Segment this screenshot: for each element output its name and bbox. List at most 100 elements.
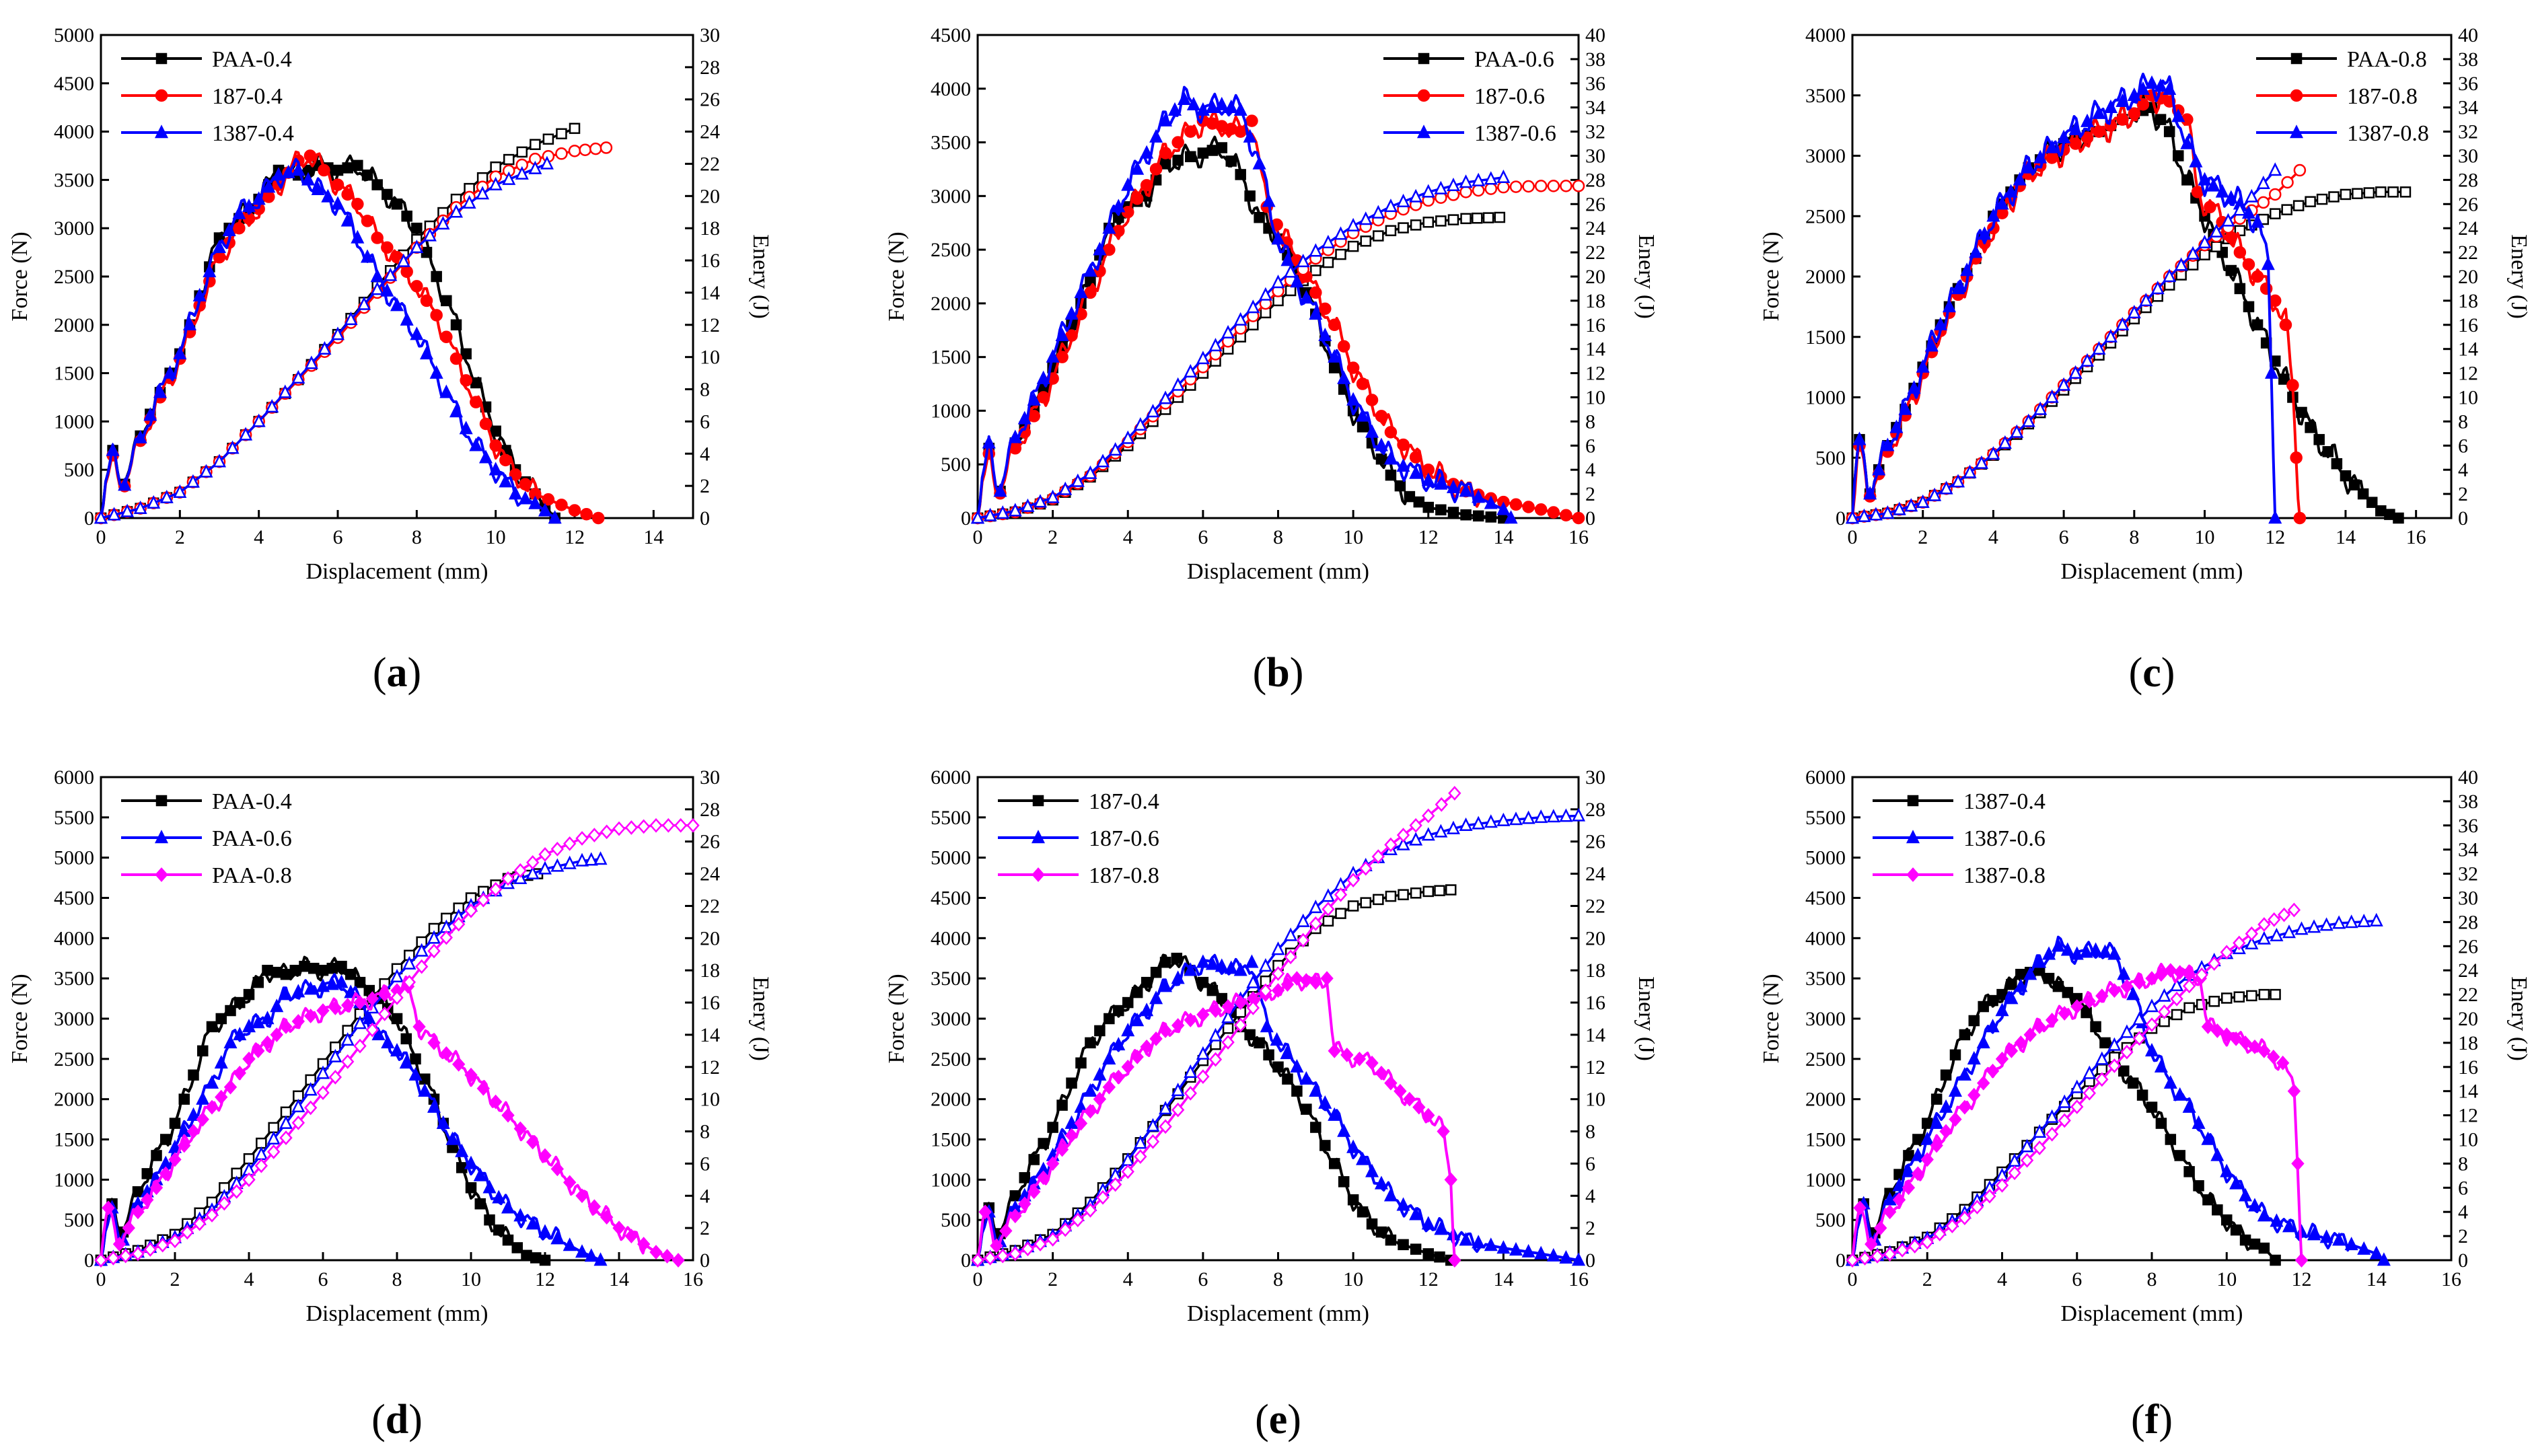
force-line (1851, 94, 2399, 519)
y-axis-title: Force (N) (7, 974, 32, 1063)
data-point-marker (2132, 1011, 2146, 1025)
y2-tick-label: 0 (2458, 507, 2468, 530)
data-point-marker (380, 283, 394, 297)
data-point-marker (508, 486, 523, 500)
data-point-marker (2004, 990, 2019, 1005)
y2-tick-label: 8 (2458, 410, 2468, 433)
data-point-marker (1482, 212, 1494, 223)
data-point-marker (1986, 208, 2000, 222)
data-point-marker (479, 417, 493, 431)
data-point-marker (1883, 1247, 1897, 1262)
data-point-marker (390, 297, 404, 312)
data-point-marker (528, 160, 542, 174)
data-point-marker (1280, 977, 1295, 992)
data-point-marker (1335, 248, 1346, 260)
y-tick-label: 2000 (931, 1089, 971, 1111)
data-point-marker (1113, 1005, 1124, 1017)
y-tick-label: 6000 (54, 766, 94, 789)
data-point-marker (330, 326, 345, 340)
data-point-marker (1221, 1009, 1235, 1023)
data-point-marker (390, 990, 404, 1005)
data-point-marker (1371, 849, 1385, 864)
y2-tick-label: 20 (700, 927, 720, 949)
x-tick-label: 8 (2129, 526, 2139, 548)
force-line (100, 955, 546, 1262)
data-point-marker (120, 503, 135, 517)
data-point-marker (2290, 52, 2303, 65)
data-point-marker (1184, 1013, 1197, 1027)
data-point-marker (2173, 150, 2184, 161)
data-point-marker (1998, 435, 2012, 449)
data-point-marker (660, 1249, 674, 1264)
data-point-marker (254, 1158, 268, 1173)
data-point-marker (2289, 124, 2304, 139)
y-tick-label: 1000 (54, 410, 94, 433)
data-point-marker (382, 188, 393, 201)
data-point-marker (2181, 174, 2193, 186)
data-point-marker (1196, 1069, 1210, 1085)
y-tick-label: 5000 (54, 24, 94, 46)
data-point-marker (1244, 190, 1256, 202)
data-point-marker (1244, 1029, 1256, 1041)
data-point-marker (1252, 155, 1266, 170)
y-tick-label: 500 (941, 1209, 971, 1231)
legend-label: 187-0.6 (1089, 826, 1159, 851)
data-point-marker (1121, 1164, 1134, 1179)
data-point-marker (1146, 1134, 1160, 1149)
data-point-marker (1233, 962, 1247, 976)
data-point-marker (279, 1019, 293, 1034)
data-point-marker (418, 1083, 432, 1097)
data-point-marker (2204, 201, 2216, 214)
data-point-marker (462, 194, 476, 209)
data-point-marker (2180, 135, 2194, 149)
data-point-marker (2020, 1138, 2034, 1153)
data-point-marker (414, 959, 429, 974)
data-point-marker (1260, 1019, 1274, 1033)
data-point-marker (2268, 294, 2282, 307)
data-point-marker (234, 996, 246, 1009)
x-tick-label: 2 (1048, 526, 1058, 548)
data-point-marker (490, 425, 501, 437)
y-axis-title: Force (N) (884, 231, 909, 321)
legend-label: 187-0.8 (1089, 863, 1159, 888)
data-point-marker (1009, 1190, 1021, 1202)
data-point-marker (1375, 1065, 1388, 1081)
data-point-marker (1398, 222, 1409, 233)
data-point-marker (1509, 811, 1523, 826)
data-point-marker (2095, 988, 2109, 1003)
data-point-marker (538, 1224, 552, 1238)
legend-label: 1387-0.4 (212, 121, 294, 146)
data-point-marker (1263, 1049, 1274, 1061)
data-point-marker (400, 1033, 412, 1045)
data-point-marker (449, 404, 464, 418)
data-point-marker (1435, 504, 1447, 516)
legend-label: 1387-0.8 (2347, 121, 2429, 146)
y2-tick-label: 4 (1585, 459, 1595, 481)
data-point-marker (2163, 1075, 2177, 1089)
data-point-marker (1083, 1202, 1097, 1218)
data-point-marker (1196, 954, 1210, 968)
data-point-marker (1460, 213, 1472, 225)
data-point-marker (593, 1252, 608, 1266)
data-point-marker (1373, 894, 1384, 906)
data-point-marker (1912, 1134, 1924, 1145)
data-point-marker (1208, 338, 1223, 352)
data-point-marker (1968, 1015, 1980, 1027)
data-point-marker (999, 1223, 1013, 1239)
data-point-marker (106, 1250, 120, 1266)
data-point-marker (2170, 991, 2183, 1007)
data-point-marker (427, 1035, 441, 1050)
data-point-marker (2023, 1027, 2037, 1042)
data-point-marker (1898, 401, 1912, 415)
data-point-marker (1033, 494, 1048, 508)
y2-tick-label: 2 (2458, 483, 2468, 505)
data-point-marker (1271, 275, 1285, 289)
data-point-marker (1978, 1000, 1989, 1013)
data-point-marker (159, 1166, 172, 1181)
data-point-marker (328, 1000, 342, 1015)
data-point-marker (2249, 1238, 2261, 1250)
y-tick-label: 4500 (1805, 887, 1846, 910)
data-point-marker (2291, 1156, 2305, 1171)
data-point-marker (1895, 1243, 1909, 1258)
data-point-marker (430, 309, 443, 322)
